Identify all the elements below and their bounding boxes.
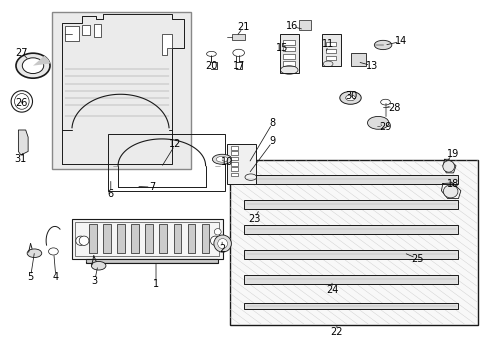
Bar bbox=[229, 160, 477, 325]
Bar bbox=[230, 157, 238, 160]
Ellipse shape bbox=[212, 154, 231, 164]
Bar bbox=[283, 40, 294, 45]
Ellipse shape bbox=[15, 94, 29, 109]
Text: 27: 27 bbox=[16, 48, 28, 58]
Bar bbox=[52, 12, 191, 169]
Wedge shape bbox=[33, 56, 50, 66]
Polygon shape bbox=[162, 33, 171, 55]
Text: 1: 1 bbox=[153, 279, 159, 289]
Text: 29: 29 bbox=[379, 122, 391, 132]
Ellipse shape bbox=[16, 53, 50, 78]
Bar bbox=[145, 224, 153, 253]
Bar bbox=[244, 175, 458, 184]
Bar bbox=[298, 20, 310, 30]
Text: 2: 2 bbox=[219, 244, 225, 253]
Ellipse shape bbox=[79, 236, 89, 246]
Text: 12: 12 bbox=[169, 139, 181, 149]
Bar bbox=[244, 200, 458, 208]
Text: 13: 13 bbox=[365, 61, 377, 71]
Text: 4: 4 bbox=[53, 272, 59, 282]
Text: 28: 28 bbox=[387, 103, 400, 113]
Bar bbox=[279, 33, 298, 73]
Bar bbox=[201, 224, 209, 253]
Text: 30: 30 bbox=[345, 91, 357, 101]
Text: 25: 25 bbox=[410, 253, 423, 264]
Bar bbox=[108, 134, 224, 191]
Text: 31: 31 bbox=[15, 154, 27, 164]
Bar bbox=[244, 303, 458, 309]
Ellipse shape bbox=[443, 185, 457, 198]
Bar bbox=[283, 47, 294, 51]
Bar bbox=[322, 33, 340, 66]
Text: 15: 15 bbox=[276, 43, 288, 53]
Ellipse shape bbox=[339, 91, 361, 104]
Bar bbox=[75, 222, 219, 256]
Bar bbox=[283, 54, 294, 59]
Ellipse shape bbox=[91, 261, 106, 270]
Bar bbox=[187, 224, 195, 253]
Text: 14: 14 bbox=[394, 36, 407, 46]
Bar bbox=[159, 224, 167, 253]
Text: 16: 16 bbox=[285, 21, 298, 31]
Bar bbox=[230, 146, 238, 150]
Text: 7: 7 bbox=[149, 182, 155, 192]
Text: 24: 24 bbox=[325, 285, 338, 295]
Bar bbox=[81, 24, 90, 35]
Bar bbox=[173, 224, 181, 253]
Text: 21: 21 bbox=[237, 22, 249, 32]
Text: 6: 6 bbox=[107, 189, 114, 199]
Text: 9: 9 bbox=[269, 136, 275, 147]
Bar bbox=[351, 53, 366, 66]
Bar bbox=[283, 61, 294, 66]
Text: 20: 20 bbox=[205, 61, 217, 71]
Bar bbox=[226, 144, 255, 184]
Bar bbox=[103, 224, 111, 253]
Polygon shape bbox=[19, 130, 28, 155]
Ellipse shape bbox=[214, 229, 221, 235]
Ellipse shape bbox=[210, 236, 220, 246]
Ellipse shape bbox=[345, 95, 355, 101]
Ellipse shape bbox=[11, 91, 32, 112]
Ellipse shape bbox=[76, 236, 85, 246]
Bar bbox=[72, 219, 222, 258]
Ellipse shape bbox=[216, 157, 227, 162]
Ellipse shape bbox=[442, 161, 454, 172]
Bar bbox=[325, 56, 335, 60]
Bar bbox=[117, 224, 124, 253]
Text: 22: 22 bbox=[330, 327, 343, 337]
Bar bbox=[231, 33, 245, 40]
Ellipse shape bbox=[22, 58, 43, 73]
Bar bbox=[244, 249, 458, 258]
Bar bbox=[94, 23, 101, 37]
Bar bbox=[244, 275, 458, 284]
Bar bbox=[230, 173, 238, 176]
Ellipse shape bbox=[213, 235, 231, 252]
Text: 26: 26 bbox=[16, 98, 28, 108]
Text: 10: 10 bbox=[221, 157, 233, 167]
Bar bbox=[64, 26, 79, 41]
Text: 3: 3 bbox=[91, 276, 98, 286]
Bar bbox=[86, 258, 217, 263]
Bar bbox=[244, 225, 458, 234]
Ellipse shape bbox=[367, 116, 388, 129]
Text: 11: 11 bbox=[321, 39, 334, 49]
Text: 5: 5 bbox=[27, 272, 34, 282]
Text: 19: 19 bbox=[446, 149, 458, 159]
Text: 23: 23 bbox=[247, 213, 260, 224]
Ellipse shape bbox=[373, 40, 391, 50]
Text: 17: 17 bbox=[233, 61, 245, 71]
Bar bbox=[89, 224, 97, 253]
Bar bbox=[325, 42, 335, 46]
Bar bbox=[230, 162, 238, 166]
Bar bbox=[230, 167, 238, 171]
Bar bbox=[131, 224, 139, 253]
Text: 8: 8 bbox=[269, 118, 275, 128]
Ellipse shape bbox=[217, 239, 227, 249]
Ellipse shape bbox=[27, 249, 41, 257]
Text: 18: 18 bbox=[446, 179, 458, 189]
Bar bbox=[230, 152, 238, 155]
Bar bbox=[325, 49, 335, 53]
